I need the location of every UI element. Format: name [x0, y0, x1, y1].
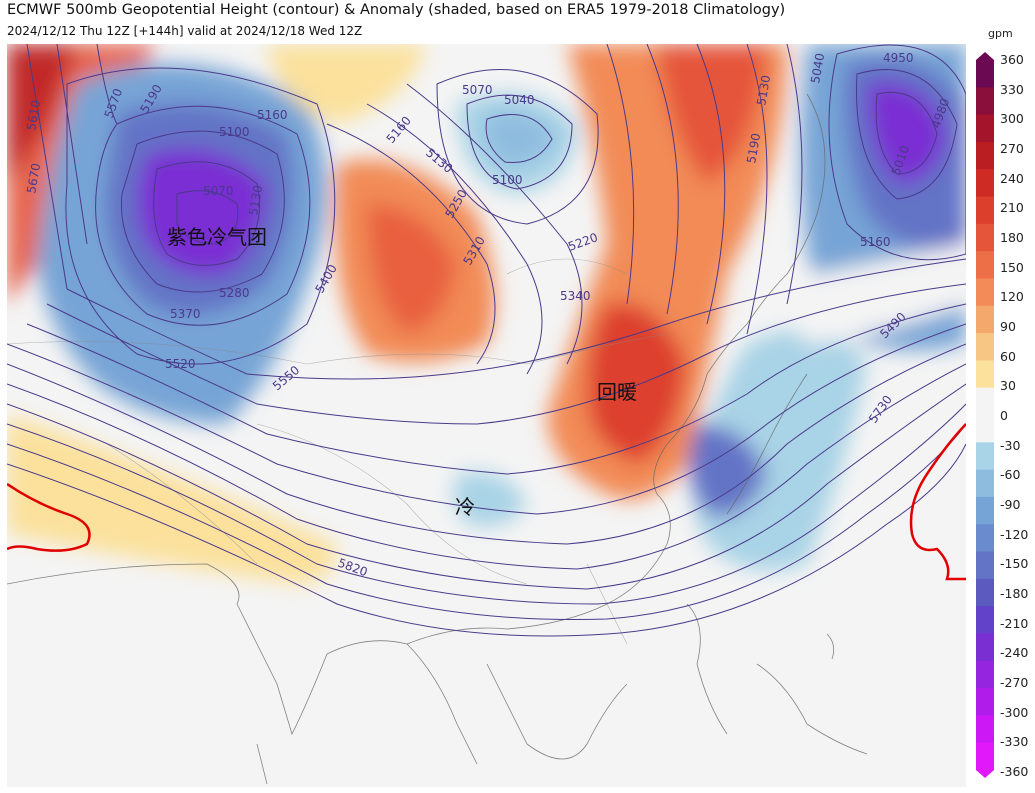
contour-label: 5070: [203, 184, 234, 198]
colorbar-tick-label: -240: [1000, 645, 1029, 661]
colorbar-tick-label: -330: [1000, 734, 1029, 750]
contour-label: 5070: [462, 83, 493, 97]
reference-line: [7, 423, 966, 581]
colorbar-tick-label: 150: [1000, 259, 1024, 275]
colorbar-tick-label: 270: [1000, 141, 1024, 156]
colorbar-tick-label: 360: [1000, 52, 1024, 67]
contour-label: 5190: [744, 132, 763, 165]
colorbar-tick-label: -120: [1000, 526, 1029, 542]
colorbar-cell: [976, 333, 994, 361]
contour-label: 5370: [170, 307, 201, 321]
contour-label: 5730: [866, 393, 895, 426]
anomaly-shading: [7, 44, 966, 584]
contour-label: 5130: [423, 146, 455, 176]
colorbar-unit: gpm: [988, 27, 1013, 40]
colorbar-tick-label: -300: [1000, 704, 1029, 720]
colorbar-tick-label: -270: [1000, 675, 1029, 690]
colorbar-tick-label: -60: [1000, 467, 1021, 483]
cold-annotation: 冷: [455, 495, 475, 519]
contour-label: 5280: [219, 286, 250, 300]
contour-label: 5550: [270, 363, 302, 393]
contour-label: 5100: [492, 173, 523, 187]
colorbar-cell: [976, 141, 994, 170]
chart-title: ECMWF 500mb Geopotential Height (contour…: [7, 2, 786, 18]
colorbar-cell: [976, 524, 994, 553]
contour-label: 5610: [24, 99, 43, 132]
contour-label: 5160: [384, 114, 414, 146]
contour-label: 5220: [566, 230, 599, 254]
colorbar-tick-label: 180: [1000, 230, 1024, 245]
colorbar-tick-label: -360: [1000, 764, 1029, 779]
colorbar-cell: [976, 715, 994, 744]
colorbar-tick-label: -180: [1000, 586, 1029, 601]
cold-airmass-annotation: 紫色冷气团: [167, 225, 267, 249]
colorbar-cell: [976, 169, 994, 198]
contour-label: 4950: [883, 51, 914, 65]
contour-label: 5100: [219, 125, 250, 139]
colorbar-tick-label: 90: [1000, 319, 1016, 334]
height-contours: [7, 44, 966, 637]
colorbar-cell: [976, 578, 994, 607]
colorbar-cell: [976, 278, 994, 307]
colorbar-cell: [976, 360, 994, 389]
colorbar-cell: [976, 606, 994, 634]
contour-label: 5820: [336, 556, 369, 580]
colorbar-cell: [976, 469, 994, 498]
colorbar-tick-label: 30: [1000, 378, 1016, 394]
colorbar-tick-label: 60: [1000, 348, 1016, 364]
colorbar-cell: [976, 496, 994, 525]
colorbar-cell: [976, 415, 994, 443]
colorbar-cell: [976, 633, 994, 662]
colorbar-arrow-top: [976, 52, 994, 60]
colorbar-cell: [976, 223, 994, 252]
colorbar-tick-label: -90: [1000, 497, 1021, 512]
chart-subtitle: 2024/12/12 Thu 12Z [+144h] valid at 2024…: [7, 24, 363, 38]
colorbar-cell: [976, 660, 994, 689]
colorbar-cell: [976, 305, 994, 334]
contour-label: 5670: [24, 162, 43, 195]
colorbar-cell: [976, 251, 994, 279]
colorbar-cell: [976, 60, 994, 88]
colorbar-cell: [976, 442, 994, 471]
map-canvas: 5610 5670 5570 5190 5160 5100 5070 5130 …: [7, 44, 966, 785]
contour-label: 5520: [165, 357, 196, 371]
colorbar-tick-label: -30: [1000, 437, 1021, 453]
contour-label: 5130: [246, 184, 265, 217]
contour-label: 5040: [504, 93, 535, 107]
colorbar-cell: [976, 196, 994, 225]
weather-map: 5610 5670 5570 5190 5160 5100 5070 5130 …: [7, 44, 966, 787]
contour-label: 5400: [312, 262, 339, 295]
colorbar-arrow-bottom: [976, 770, 994, 778]
colorbar-cell: [976, 742, 994, 771]
colorbar-cell: [976, 87, 994, 116]
colorbar-tick-label: 330: [1000, 81, 1024, 97]
colorbar-cell: [976, 387, 994, 416]
colorbar-cell: [976, 551, 994, 580]
warming-annotation: 回暖: [597, 380, 637, 404]
colorbar-tick-label: -150: [1000, 556, 1029, 572]
contour-label: 5340: [560, 289, 591, 303]
colorbar-tick-label: 300: [1000, 111, 1024, 127]
colorbar-cell: [976, 688, 994, 716]
colorbar-tick-label: 240: [1000, 170, 1024, 186]
colorbar-tick-label: 120: [1000, 289, 1024, 305]
contour-label: 5160: [860, 235, 891, 249]
colorbar-cell: [976, 114, 994, 143]
country-borders: [7, 258, 668, 645]
coastlines: [7, 93, 868, 785]
contour-label: 5130: [754, 74, 773, 107]
contour-label: 5160: [257, 108, 288, 122]
colorbar-tick-label: 0: [1000, 408, 1008, 423]
colorbar-tick-label: 210: [1000, 200, 1024, 216]
contour-label: 5040: [808, 52, 827, 85]
colorbar: [976, 52, 994, 778]
colorbar-tick-label: -210: [1000, 615, 1029, 631]
